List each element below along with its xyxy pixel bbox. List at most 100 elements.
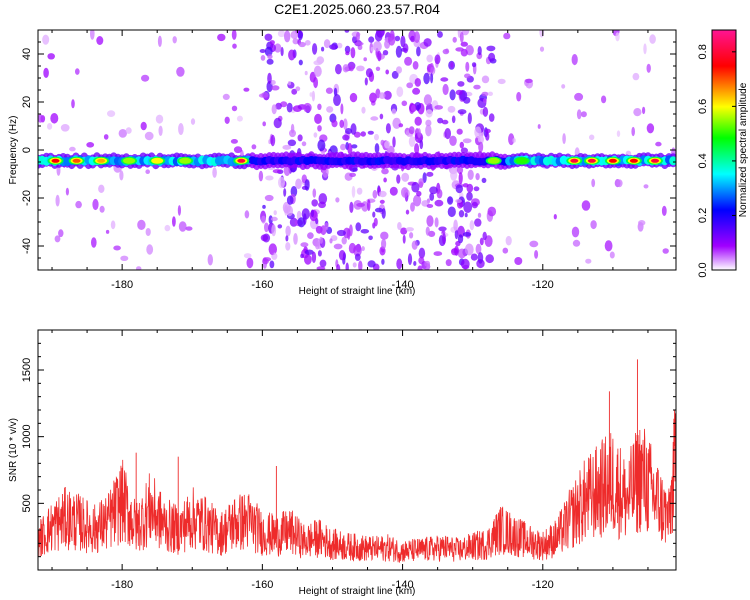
spectrogram-speckle — [368, 235, 373, 241]
spectrogram-speckle — [426, 171, 434, 177]
spectrogram-speckle — [323, 39, 331, 49]
spectrogram-speckle — [424, 260, 431, 267]
snr-x-label: Height of straight line (km) — [299, 586, 416, 597]
spectrogram-speckle — [455, 184, 463, 194]
spectrogram-speckle — [411, 240, 418, 250]
spectrogram-speckle — [311, 251, 317, 263]
spectrogram-speckle — [462, 183, 469, 188]
spectrogram-speckle — [561, 84, 566, 89]
spectrogram-band-peak — [125, 158, 134, 163]
spectrogram-speckle — [107, 110, 116, 117]
spectrogram-speckle — [338, 250, 346, 261]
spectrogram-speckle — [381, 168, 389, 175]
spectrogram-band-peak — [97, 158, 106, 163]
colorbar-tick-label: 0.2 — [697, 208, 709, 223]
spectrogram-speckle — [86, 142, 95, 148]
spectrogram-speckle — [333, 243, 343, 250]
spectrogram-speckle — [324, 222, 329, 231]
spectrogram-speckle — [264, 46, 273, 57]
spectrogram-speckle — [497, 78, 506, 85]
spectrogram-speckle — [479, 237, 484, 246]
spectrogram-speckle — [426, 54, 434, 63]
spectrogram-speckle — [576, 109, 582, 120]
spectrogram-speckle — [261, 92, 269, 98]
spectrogram-speckle — [471, 201, 478, 209]
spectrogram-speckle — [344, 45, 351, 54]
spectrogram-speckle — [590, 220, 597, 230]
spectrogram-speckle — [361, 106, 366, 114]
spectrogram-speckle — [96, 36, 104, 45]
colorbar-tick-label: 0.8 — [697, 44, 709, 59]
spectrogram-speckle — [502, 247, 509, 254]
spectrogram-speckle — [232, 43, 237, 49]
spectrogram-speckle — [503, 32, 511, 40]
spectrogram-speckle — [251, 144, 257, 150]
spectrogram-speckle — [396, 66, 402, 74]
spectrogram-speckle — [373, 41, 382, 52]
spectrogram-speckle — [236, 115, 243, 122]
snr-y-ticks: 500 1000 1500 — [21, 329, 676, 558]
snr-series-line — [38, 409, 676, 563]
spectrogram-speckle — [434, 217, 439, 228]
spectrogram-speckle — [269, 40, 275, 45]
spectrogram-speckle — [580, 111, 587, 118]
spectrogram-speckle — [290, 30, 299, 40]
spectrogram-speckle — [317, 125, 322, 132]
spectrogram-speckle — [512, 138, 516, 143]
spectrogram-speckle — [298, 30, 303, 41]
spectrogram-speckle — [271, 85, 280, 91]
spectrogram-speckle — [485, 131, 490, 141]
spectrogram-band-peak — [237, 158, 246, 163]
spectrogram-speckle — [271, 104, 277, 115]
spectrogram-speckle — [304, 249, 314, 255]
spectrogram-speckle — [372, 189, 378, 199]
spectrogram-speckle — [317, 103, 322, 111]
spectrogram-speckle — [301, 141, 307, 147]
spectrogram-speckle — [355, 41, 364, 46]
x-tick-label: -160 — [251, 579, 273, 591]
spectrogram-speckle — [615, 32, 620, 42]
spectrogram-speckle — [407, 253, 413, 266]
spectrogram-speckle — [367, 260, 376, 268]
spectrogram-speckle — [411, 104, 416, 112]
spectrogram-speckle — [367, 130, 374, 135]
spectrogram-speckle — [300, 242, 309, 248]
spectrogram-speckle — [534, 250, 539, 259]
spectrogram-speckle — [312, 43, 318, 55]
spectrogram-speckle — [318, 193, 328, 205]
spectrogram-speckle — [271, 224, 277, 237]
spectrogram-speckle — [262, 258, 269, 265]
spectrogram-speckle — [460, 258, 470, 270]
spectrogram-speckle — [280, 46, 284, 57]
spectrogram-speckle — [110, 220, 116, 230]
spectrogram-speckle — [190, 118, 196, 125]
spectrogram-speckle — [379, 113, 384, 120]
spectrogram-speckle — [178, 123, 184, 135]
spectrogram-band-core — [669, 156, 676, 166]
spectrogram-speckle — [145, 228, 151, 236]
y-tick-label: 1000 — [21, 424, 33, 448]
spectrogram-speckle — [434, 199, 444, 207]
spectrogram-speckle — [469, 220, 475, 231]
spectrogram-speckle — [406, 82, 414, 89]
spectrogram-speckle — [459, 141, 464, 149]
spectrogram-speckle — [260, 234, 269, 242]
spectrogram-speckle — [392, 136, 396, 148]
spectrogram-x-ticks: -180 -160 -140 -120 — [51, 30, 649, 291]
spectrogram-speckle — [336, 229, 346, 237]
spectrogram-speckle — [442, 232, 446, 245]
spectrogram-speckle — [259, 49, 266, 53]
x-tick-label: -180 — [111, 279, 133, 291]
y-tick-label: 1500 — [21, 358, 33, 382]
figure-title: C2E1.2025.060.23.57.R04 — [274, 1, 440, 17]
spectrogram-speckle — [525, 78, 533, 84]
spectrogram-speckle — [466, 191, 473, 201]
spectrogram-speckle — [405, 227, 414, 232]
spectrogram-speckle — [464, 212, 468, 218]
spectrogram-speckle — [370, 116, 379, 121]
spectrogram-speckle — [471, 62, 477, 68]
spectrogram-speckle — [430, 73, 434, 84]
spectrogram-speckle — [293, 233, 298, 245]
spectrogram-speckle — [141, 74, 150, 82]
